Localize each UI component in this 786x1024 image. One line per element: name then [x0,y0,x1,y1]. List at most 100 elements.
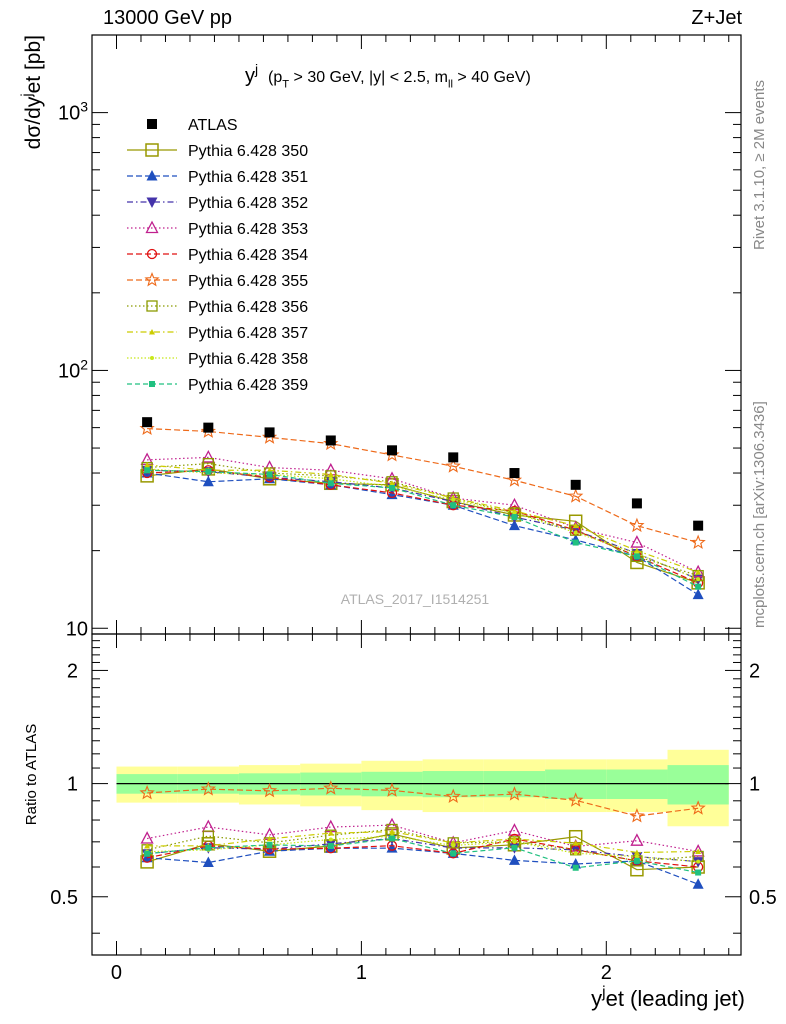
legend-label: Pythia 6.428 355 [188,273,308,290]
legend-entry: Pythia 6.428 356 [127,299,308,316]
legend-entry: Pythia 6.428 357 [127,325,308,342]
series-line-4 [147,456,699,573]
legend-entry: Pythia 6.428 353 [127,220,308,238]
chart-text: 0 1 2 10 102 103 0.5 0.5 1 1 2 2 yj (pT > 30 GeV, |y|… [20,35,777,1011]
legend-entry: Pythia 6.428 358 [127,351,308,368]
ratio-point-8 [327,830,334,836]
legend-label: Pythia 6.428 356 [188,299,308,316]
legend-marker [145,220,159,234]
ratio-point-10 [266,841,273,848]
ratio-point-6 [139,784,155,800]
legend-label: Pythia 6.428 350 [188,143,308,160]
ratio-point-2 [508,854,520,865]
legend-label: Pythia 6.428 354 [188,247,308,264]
series-point-9 [328,476,333,481]
series-point-9 [696,577,701,582]
series-line-3 [147,469,699,580]
series-point-2 [692,588,704,600]
ratio-uncertainty-bands [116,749,729,827]
ratio-line-2 [147,847,699,885]
axis-ticks [91,34,741,955]
ratio-point-6 [323,780,339,795]
ratio-point-8 [695,848,702,854]
atlas-data-point [264,427,275,438]
series-point-10 [511,514,518,521]
series-point-10 [389,484,396,491]
ratio-point-10 [511,844,518,851]
ratio-tick-label: 2 [67,660,78,682]
legend-marker [146,248,158,260]
ratio-point-2 [692,878,704,889]
ratio-point-8 [450,839,457,846]
y-tick-label: 102 [58,356,88,382]
ratio-point-4 [140,831,154,844]
series-point-8 [695,569,702,575]
series-point-6 [445,458,461,473]
legend-label: Pythia 6.428 353 [188,221,308,238]
ratio-line-1 [146,833,699,871]
inner-band-bin [606,769,668,799]
ratio-point-9 [634,854,639,859]
series-point-8 [389,480,396,486]
atlas-data-point [448,452,459,463]
ratio-point-6 [690,800,706,815]
x-tick-label: 1 [356,962,367,984]
ratio-point-4 [507,823,522,836]
ratio-point-10 [450,850,457,857]
ratio-point-6 [629,808,645,823]
ratio-line-10 [147,837,699,874]
series-point-6 [690,534,706,550]
series-line-9 [147,468,699,580]
legend-entry: ATLAS [147,117,238,134]
ratio-line-8 [147,831,699,854]
ratio-line-4 [146,824,699,853]
legend: ATLAS Pythia 6.428 350 Pythia 6.428 351 Pyt… [127,117,308,394]
series-point-10 [144,467,151,474]
atlas-data-point [203,422,214,433]
ratio-line-9 [147,835,699,863]
series-point-8 [266,467,273,473]
series-point-6 [629,517,645,533]
inner-band-bin [667,765,729,805]
series-point-8 [327,471,334,477]
series-point-8 [572,522,579,529]
ratio-point-8 [144,842,151,849]
atlas-data-point [570,479,581,490]
ratio-point-7 [202,830,214,842]
legend-entry: Pythia 6.428 351 [127,169,308,186]
series-line-7 [147,463,699,577]
ratio-point-9 [328,837,333,842]
legend-marker [146,300,158,312]
atlas-data-point [509,468,520,479]
series-point-9 [451,497,456,502]
series-point-2 [202,475,214,487]
series-point-10 [266,471,273,478]
ratio-point-6 [568,792,584,807]
ratio-point-8 [511,835,518,842]
ratio-line-6 [147,787,699,817]
legend-label: Pythia 6.428 357 [188,325,308,342]
series-point-4 [630,535,644,548]
legend-marker [147,119,157,129]
legend-label: Pythia 6.428 359 [188,377,308,394]
atlas-data-point [387,445,398,456]
atlas-data-point [325,435,336,446]
collision-energy-label: 13000 GeV pp [103,7,232,29]
legend-marker [149,329,155,335]
y-tick-label: 10 [66,618,88,640]
ratio-point-9 [696,859,701,864]
series-line-6 [147,427,699,544]
ratio-point-10 [572,864,579,871]
series-point-6 [506,472,523,487]
legend-marker [145,143,159,157]
y-tick-label: 103 [58,99,88,125]
series-point-6 [568,488,584,503]
analysis-watermark: ATLAS_2017_I1514251 [341,591,490,607]
ratio-axis-label: Ratio to ATLAS [23,724,40,825]
legend-entry: Pythia 6.428 350 [127,143,308,160]
chart-title-var: yj [245,61,258,87]
series-point-10 [327,480,334,487]
atlas-data-point [142,417,153,428]
series-point-10 [695,583,702,590]
